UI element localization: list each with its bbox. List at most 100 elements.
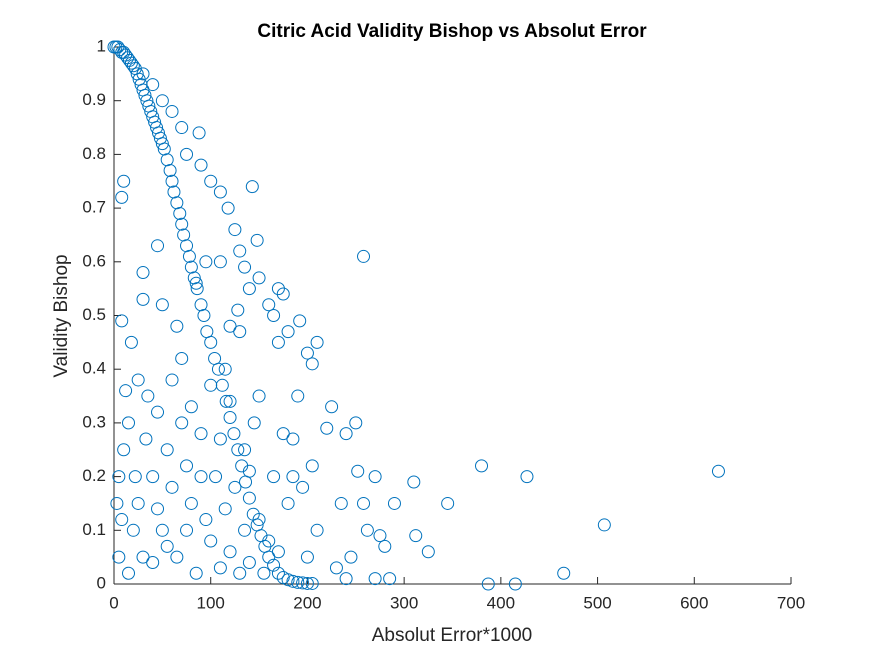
scatter-point (373, 529, 387, 543)
scatter-point (344, 550, 358, 564)
scatter-point (271, 282, 285, 296)
scatter-point (170, 550, 184, 564)
scatter-point (360, 523, 374, 537)
scatter-point (597, 518, 611, 532)
scatter-point (128, 470, 142, 484)
scatter-point (182, 249, 196, 263)
y-tick-label: 0.3 (82, 412, 106, 431)
scatter-point (115, 513, 129, 527)
scatter-point (160, 443, 174, 457)
scatter-point (300, 550, 314, 564)
scatter-point (175, 351, 189, 365)
y-tick-label: 0.2 (82, 466, 106, 485)
scatter-point (165, 174, 179, 188)
scatter-point (170, 319, 184, 333)
scatter-point (368, 470, 382, 484)
scatter-point (238, 443, 252, 457)
scatter-point (119, 384, 133, 398)
scatter-point (339, 427, 353, 441)
scatter-point (131, 373, 145, 387)
scatter-point (557, 566, 571, 580)
chart-title: Citric Acid Validity Bishop vs Absolut E… (257, 21, 647, 42)
scatter-point (175, 121, 189, 135)
scatter-point (112, 550, 126, 564)
scatter-point (291, 575, 305, 589)
x-tick-label: 300 (390, 593, 418, 612)
scatter-point (334, 496, 348, 510)
scatter-point (151, 502, 165, 516)
scatter-point (136, 266, 150, 280)
scatter-point (175, 416, 189, 430)
scatter-point (276, 287, 290, 301)
scatter-point (194, 470, 208, 484)
scatter-point (204, 378, 218, 392)
scatter-point (197, 309, 211, 322)
scatter-point (167, 185, 181, 199)
y-tick-label: 0.4 (82, 359, 106, 378)
scatter-point (151, 239, 165, 253)
scatter-point (339, 572, 353, 586)
scatter-point (227, 427, 241, 441)
scatter-point (310, 335, 324, 349)
y-tick-label: 1 (97, 36, 106, 55)
scatter-point (258, 539, 272, 553)
scatter-point (349, 416, 363, 430)
scatter-point (194, 427, 208, 441)
scatter-point (281, 325, 295, 339)
scatter-point (351, 464, 365, 478)
scatter-point (180, 459, 194, 473)
scatter-point (160, 539, 174, 553)
y-tick-label: 0 (97, 573, 106, 592)
scatter-point (305, 357, 319, 371)
scatter-point (213, 432, 227, 446)
scatter-point (223, 319, 237, 333)
scatter-point (711, 464, 725, 478)
scatter-point (257, 566, 271, 580)
scatter-point (238, 260, 252, 274)
scatter-point (250, 233, 264, 247)
scatter-point (267, 470, 281, 484)
scatter-point (204, 174, 218, 188)
scatter-point (368, 572, 382, 586)
scatter-point (215, 378, 229, 392)
scatter-point (126, 59, 140, 73)
scatter-point (170, 196, 184, 210)
scatter-point (146, 556, 160, 570)
scatter-point (117, 443, 131, 457)
scatter-point (409, 529, 423, 543)
scatter-point (139, 432, 153, 446)
x-tick-label: 600 (680, 593, 708, 612)
scatter-point (239, 475, 253, 489)
scatter-point (247, 416, 261, 430)
scatter-point (165, 373, 179, 387)
scatter-point (117, 174, 131, 188)
x-axis-label: Absolut Error*1000 (372, 625, 533, 646)
scatter-point (357, 249, 371, 263)
scatter-point (378, 539, 392, 553)
scatter-point (262, 550, 276, 564)
scatter-point (228, 223, 242, 237)
scatter-point (262, 534, 276, 548)
y-tick-label: 0.8 (82, 144, 106, 163)
x-tick-label: 0 (109, 593, 118, 612)
scatter-point (173, 206, 187, 220)
scatter-point (329, 561, 343, 575)
scatter-point (242, 556, 256, 570)
scatter-point (146, 78, 160, 92)
scatter-point (209, 470, 223, 484)
scatter-point (141, 389, 155, 403)
scatter-point (163, 164, 177, 178)
scatter-point (296, 576, 310, 590)
scatter-point (475, 459, 489, 473)
scatter-point (407, 475, 421, 489)
scatter-point (136, 67, 150, 81)
scatter-point (213, 185, 227, 199)
scatter-point (310, 523, 324, 537)
x-tick-label: 400 (487, 593, 515, 612)
scatter-point (175, 217, 189, 231)
scatter-point (115, 190, 129, 204)
scatter-point (165, 104, 179, 118)
scatter-point (165, 480, 179, 494)
scatter-point (252, 513, 266, 527)
scatter-point (305, 459, 319, 473)
